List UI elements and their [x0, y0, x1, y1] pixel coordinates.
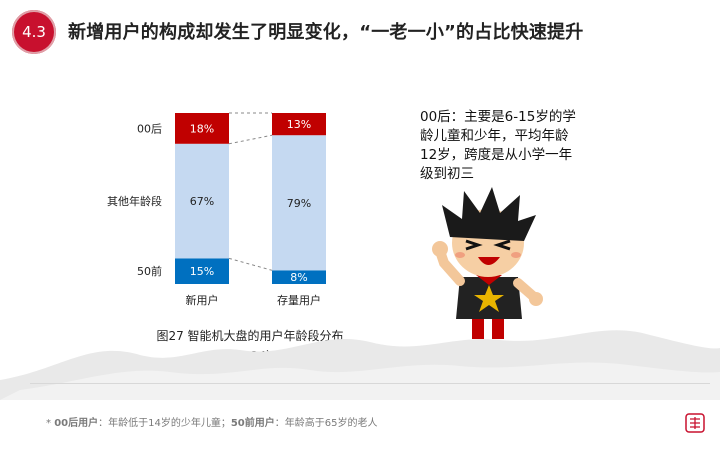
category-label-新用户: 新用户: [186, 293, 219, 307]
bar-50前-新用户: [175, 258, 229, 284]
data-label-其他年龄段-新用户: 67%: [190, 195, 214, 208]
footnote-prefix: *: [46, 418, 55, 429]
seal-logo: [685, 413, 705, 433]
footnote-def2: ：年龄高于65岁的老人: [274, 418, 378, 429]
annotation-note: 00后：主要是6-15岁的学龄儿童和少年，平均年龄12岁，跨度是从小学一年级到初…: [420, 109, 576, 182]
data-label-其他年龄段-存量用户: 79%: [287, 197, 311, 210]
data-label-50前-新用户: 15%: [190, 265, 214, 278]
footnote-term1: 00后用户: [54, 418, 99, 429]
connector-line: [228, 134, 273, 145]
bar-00后-新用户: [175, 113, 229, 144]
mascot-illustration: [432, 187, 543, 354]
segment-label-50前: 50前: [137, 264, 162, 278]
section-badge: 4.3: [12, 10, 56, 54]
footer-divider: [30, 383, 710, 384]
page-title: 新增用户的构成却发生了明显变化，“一老一小”的占比快速提升: [68, 22, 584, 43]
segment-label-其他年龄段: 其他年龄段: [107, 194, 162, 208]
bar-50前-存量用户: [272, 270, 326, 284]
data-label-50前-存量用户: 8%: [290, 271, 307, 284]
data-label-00后-存量用户: 13%: [287, 118, 311, 131]
mountain-landscape: [0, 330, 720, 400]
category-label-存量用户: 存量用户: [277, 293, 321, 307]
footnote-def1: ：年龄低于14岁的少年儿童；: [98, 418, 231, 429]
data-label-00后-新用户: 18%: [190, 122, 214, 135]
chart-caption-line1: 图27 智能机大盘的用户年龄段分布: [156, 329, 344, 343]
bar-其他年龄段-存量用户: [272, 135, 326, 271]
segment-label-00后: 00后: [137, 122, 162, 135]
footnote: * 00后用户：年龄低于14岁的少年儿童；50前用户：年龄高于65岁的老人: [46, 414, 378, 429]
bar-其他年龄段-新用户: [175, 143, 229, 259]
footnote-term2: 50前用户: [230, 418, 275, 429]
connector-line: [228, 257, 273, 271]
bar-00后-存量用户: [272, 113, 326, 136]
